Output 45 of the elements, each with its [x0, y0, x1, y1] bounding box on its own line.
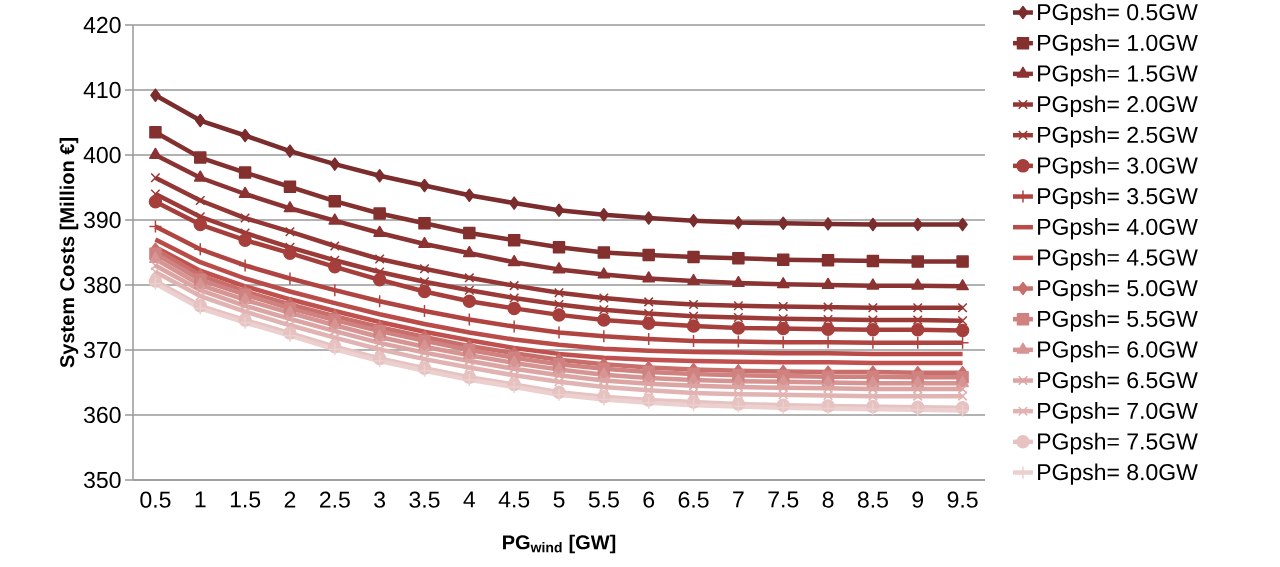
- legend-label: PGpsh= 3.5GW: [1038, 187, 1198, 209]
- y-axis-title: System Costs [Million €]: [59, 138, 79, 368]
- x-tick-label: 8: [822, 491, 834, 508]
- legend-label: PGpsh= 7.5GW: [1038, 432, 1198, 455]
- legend-label: PGpsh= 3.0GW: [1038, 156, 1198, 179]
- y-tick-label: 370: [83, 341, 121, 359]
- x-tick-label: 8.5: [857, 491, 888, 508]
- x-tick-label: 6: [643, 491, 655, 508]
- y-tick-label: 380: [83, 276, 121, 294]
- x-tick-label: 4.5: [498, 491, 530, 508]
- legend-label: PGpsh= 0.5GW: [1038, 3, 1198, 25]
- x-tick-label: 3.5: [409, 491, 440, 508]
- legend-label: PGpsh= 2.0GW: [1038, 95, 1198, 117]
- y-tick-label: 360: [83, 406, 121, 424]
- y-tick-label: 350: [83, 471, 121, 489]
- x-tick-label: 1.5: [230, 491, 261, 508]
- x-tick-label: 7.5: [768, 491, 799, 508]
- legend-label: PGpsh= 2.5GW: [1038, 126, 1198, 148]
- legend-label: PGpsh= 5.5GW: [1038, 310, 1198, 332]
- legend-label: PGpsh= 4.0GW: [1038, 218, 1198, 240]
- x-tick-label: 3: [374, 491, 386, 508]
- x-tick-label: 7: [733, 491, 744, 508]
- x-tick-label: 2.5: [319, 491, 350, 508]
- x-tick-label: 0.5: [140, 491, 171, 508]
- y-tick-label: 390: [83, 211, 121, 229]
- x-tick-label: 4: [463, 491, 476, 508]
- legend-label: PGpsh= 6.5GW: [1038, 371, 1198, 393]
- legend-label: PGpsh= 5.0GW: [1038, 279, 1198, 301]
- x-tick-label: 6.5: [678, 491, 709, 508]
- x-tick-label: 9.5: [947, 491, 978, 508]
- y-tick-label: 420: [83, 16, 121, 34]
- x-tick-label: 9: [912, 491, 924, 508]
- legend-label: PGpsh= 1.0GW: [1038, 34, 1198, 56]
- x-tick-label: 1: [195, 491, 206, 508]
- legend-label: PGpsh= 7.0GW: [1038, 402, 1198, 424]
- x-tick-label: 5.5: [588, 491, 619, 508]
- x-tick-label: 5: [553, 491, 565, 508]
- x-tick-label: 2: [284, 491, 296, 508]
- legend-label: PGpsh= 4.5GW: [1038, 248, 1198, 271]
- legend-label: PGpsh= 6.0GW: [1038, 340, 1198, 363]
- legend-label: PGpsh= 1.5GW: [1038, 64, 1198, 87]
- y-tick-label: 400: [83, 146, 121, 164]
- y-tick-label: 410: [83, 81, 121, 99]
- legend-label: PGpsh= 8.0GW: [1038, 463, 1198, 485]
- x-axis-title: PG$_{wind}$ [GW]: [503, 534, 616, 554]
